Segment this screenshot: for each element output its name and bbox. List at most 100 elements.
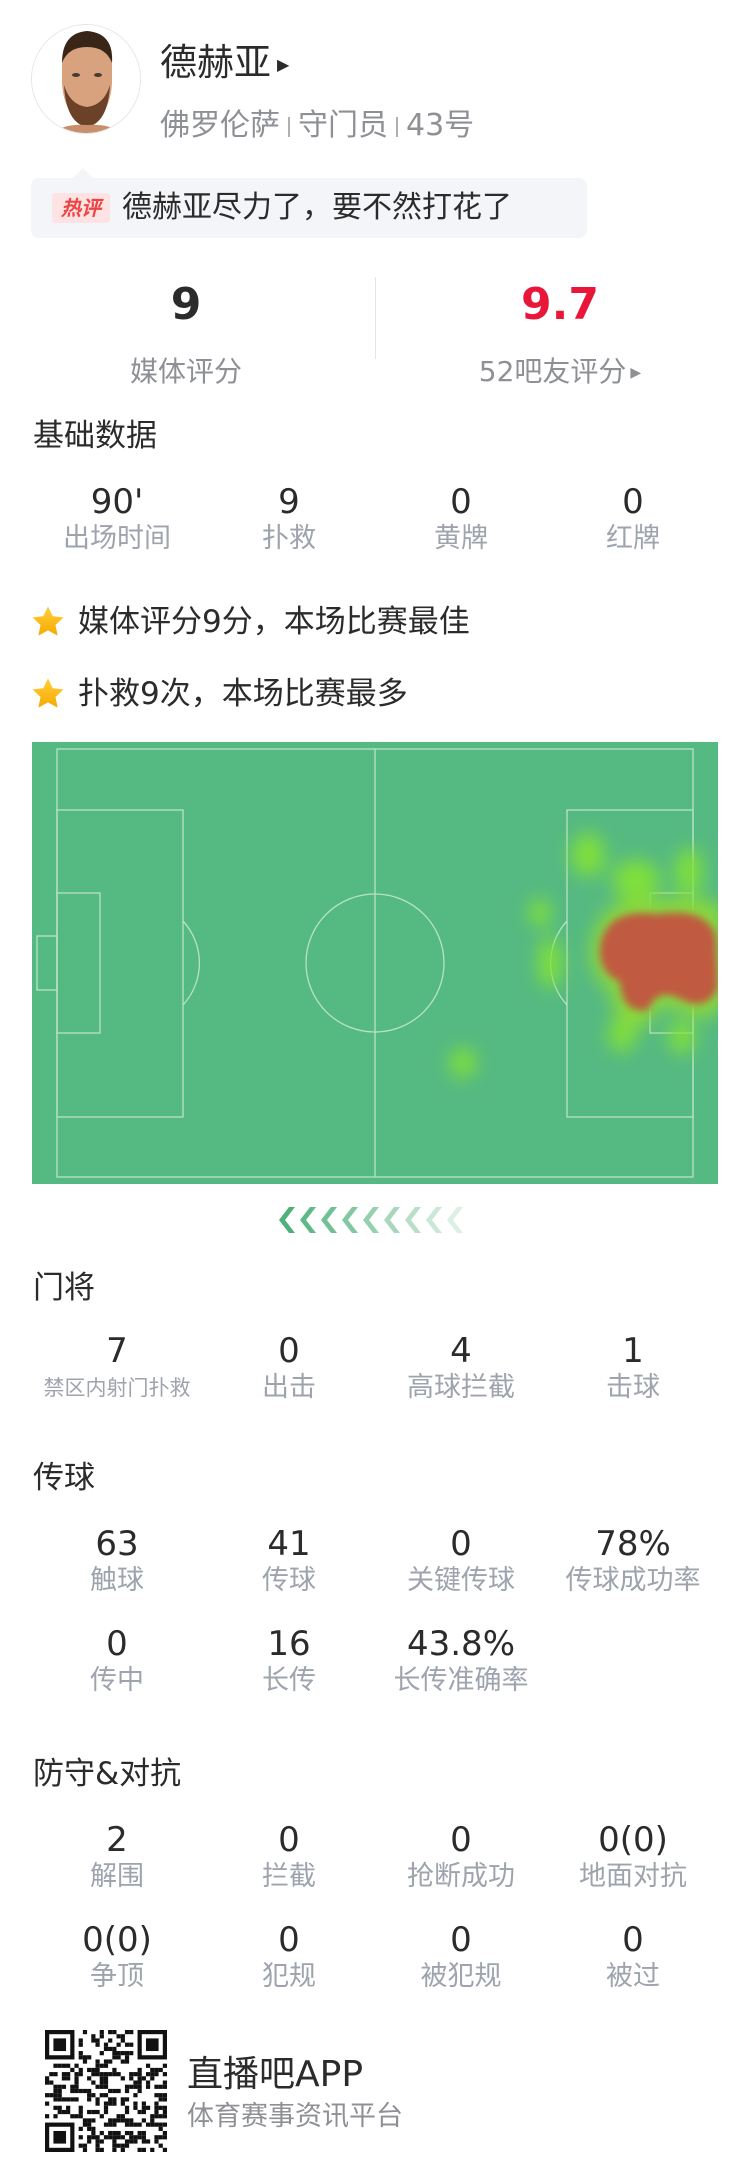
chevron-left-icon (405, 1207, 421, 1233)
stat-value: 41 (267, 1524, 311, 1564)
stat-item: 63 触球 (31, 1526, 203, 1598)
divider (288, 116, 290, 137)
chevron-left-icon (321, 1207, 337, 1233)
stat-value: 63 (95, 1524, 139, 1564)
stat-value: 7 (106, 1331, 128, 1371)
stat-item: 41 传球 (203, 1526, 375, 1598)
stat-value: 9 (278, 482, 300, 522)
stat-value: 0 (278, 1820, 300, 1860)
media-rating-label: 媒体评分 (129, 355, 242, 388)
stat-label: 争顶 (90, 1961, 144, 1992)
attack-direction-arrows (279, 1207, 463, 1233)
section-title-passing: 传球 (33, 1460, 95, 1496)
stat-item: 0 被犯规 (375, 1922, 547, 1994)
defense-stats: 0(0) 争顶 0 犯规 0 被犯规 0 被过 (31, 1922, 719, 1994)
heat-spot (608, 1018, 636, 1052)
stat-item: 43.8% 长传准确率 (375, 1626, 547, 1698)
stat-item: 1 击球 (547, 1333, 719, 1405)
stat-label: 犯规 (262, 1961, 316, 1992)
stat-item: 0 红牌 (547, 484, 719, 556)
stat-label: 黄牌 (434, 523, 488, 554)
highlight-item: 扑救9次，本场比赛最多 (30, 674, 408, 714)
stat-item: 2 解围 (31, 1822, 203, 1894)
player-name: 德赫亚 (160, 41, 271, 84)
hot-comment[interactable]: 热评 德赫亚尽力了，要不然打花了 (31, 168, 587, 238)
stat-item: 16 长传 (203, 1626, 375, 1698)
goalkeeping-stats: 7 禁区内射门扑救 0 出击 4 高球拦截 1 击球 (31, 1333, 719, 1405)
stat-label: 禁区内射门扑救 (43, 1376, 191, 1400)
stat-label: 地面对抗 (579, 1861, 687, 1892)
heat-spot (538, 937, 562, 989)
stat-label: 被犯规 (420, 1961, 502, 1992)
caret-right-icon: ▶ (277, 54, 290, 74)
stat-value: 0 (278, 1331, 300, 1371)
player-number: 43号 (406, 108, 475, 143)
chevron-left-icon (363, 1207, 379, 1233)
passing-stats: 63 触球 41 传球 0 关键传球 78% 传球成功率 (31, 1526, 719, 1598)
stat-value: 0 (278, 1920, 300, 1960)
stat-label: 长传 (262, 1665, 316, 1696)
stat-label: 传球 (262, 1565, 316, 1596)
stat-value: 4 (450, 1331, 472, 1371)
stat-label: 触球 (90, 1565, 144, 1596)
stat-label: 长传准确率 (393, 1665, 529, 1696)
qr-finder (45, 2030, 75, 2060)
media-rating-value: 9 (170, 279, 202, 330)
heat-spot (450, 1048, 476, 1078)
chevron-left-icon (384, 1207, 400, 1233)
stat-label: 出场时间 (63, 523, 171, 554)
stat-label: 高球拦截 (407, 1372, 515, 1403)
fan-rating[interactable]: 9.7 52吧友评分 ▶ (410, 280, 710, 393)
heat-core (599, 912, 718, 1011)
divider (396, 116, 398, 137)
stat-value: 0(0) (598, 1820, 668, 1860)
star-icon (32, 678, 64, 708)
stat-value: 0 (622, 482, 644, 522)
stat-item: 0(0) 地面对抗 (547, 1822, 719, 1894)
stat-item: 0 传中 (31, 1626, 203, 1698)
stat-value: 1 (622, 1331, 644, 1371)
fan-rating-value: 9.7 (521, 279, 599, 330)
player-position: 守门员 (298, 108, 388, 143)
chevron-left-icon (426, 1207, 442, 1233)
section-title-goalkeeping: 门将 (33, 1270, 95, 1306)
player-name-link[interactable]: 德赫亚 ▶ (160, 40, 289, 88)
heat-spot (675, 848, 703, 896)
hot-comment-text: 德赫亚尽力了，要不然打花了 (122, 190, 512, 225)
player-meta: 佛罗伦萨 守门员 43号 (160, 106, 474, 146)
stat-item: 0 出击 (203, 1333, 375, 1405)
heatmap-layer (450, 833, 718, 1078)
stat-item: 0 被过 (547, 1922, 719, 1994)
app-name: 直播吧APP (187, 2054, 364, 2095)
stat-item: 90' 出场时间 (31, 484, 203, 556)
app-tagline: 体育赛事资讯平台 (187, 2101, 403, 2132)
highlight-item: 媒体评分9分，本场比赛最佳 (30, 602, 470, 642)
chevron-left-icon (300, 1207, 316, 1233)
stat-item: 78% 传球成功率 (547, 1526, 719, 1598)
stat-value: 43.8% (406, 1624, 515, 1664)
stat-label: 关键传球 (407, 1565, 515, 1596)
stat-label: 传中 (90, 1665, 144, 1696)
stat-value: 0 (622, 1920, 644, 1960)
qr-finder (137, 2030, 167, 2060)
caret-right-icon: ▶ (630, 365, 642, 381)
qr-code[interactable] (45, 2030, 167, 2152)
section-title-defense: 防守&对抗 (33, 1756, 182, 1792)
section-title-basic: 基础数据 (33, 418, 157, 454)
heat-spot (529, 899, 551, 927)
stat-label: 红牌 (606, 523, 660, 554)
divider (375, 277, 376, 359)
fan-rating-label: 52吧友评分 (478, 355, 627, 388)
fan-rating-label-row[interactable]: 52吧友评分 ▶ (410, 352, 710, 393)
player-avatar[interactable] (31, 24, 141, 134)
stat-item: 9 扑救 (203, 484, 375, 556)
chevron-left-icon (447, 1207, 463, 1233)
stat-value: 0 (450, 1524, 472, 1564)
media-rating: 9 媒体评分 (36, 280, 336, 392)
stat-item: 0 黄牌 (375, 484, 547, 556)
stat-value: 0 (450, 1920, 472, 1960)
stat-label: 传球成功率 (565, 1565, 701, 1596)
stat-value: 0 (450, 1820, 472, 1860)
star-icon (32, 606, 64, 636)
qr-finder (45, 2122, 75, 2152)
